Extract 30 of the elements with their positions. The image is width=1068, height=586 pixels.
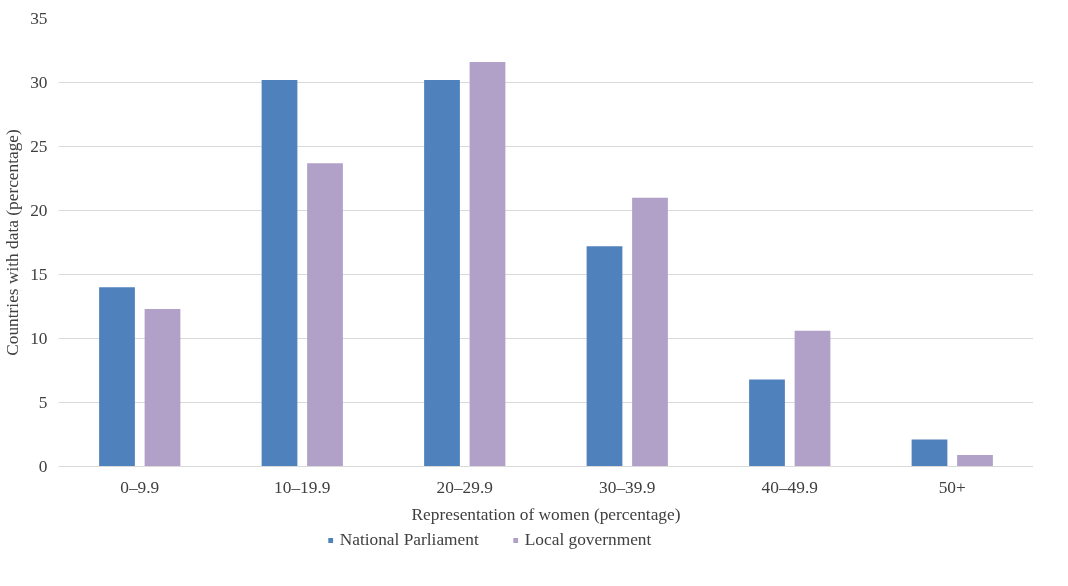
y-tick-label: 15 <box>30 265 48 284</box>
bar <box>307 163 343 467</box>
bar <box>99 287 135 467</box>
y-tick-label: 30 <box>30 73 48 92</box>
bar <box>911 439 948 467</box>
y-tick-label: 35 <box>30 9 48 28</box>
bar <box>794 330 831 467</box>
bar <box>261 79 298 467</box>
x-tick-label: 40–49.9 <box>761 477 818 497</box>
x-tick-label: 10–19.9 <box>274 477 331 497</box>
bar <box>957 454 993 467</box>
bar <box>632 197 668 467</box>
y-axis-title: Countries with data (percentage) <box>3 128 23 356</box>
y-tick-label: 10 <box>30 329 48 348</box>
bar <box>749 379 785 467</box>
legend-label: Local government <box>524 530 652 550</box>
bar <box>144 309 181 467</box>
x-tick-label: 20–29.9 <box>436 477 493 497</box>
bar <box>586 246 623 467</box>
x-tick-label: 50+ <box>938 477 966 497</box>
bar <box>469 62 506 467</box>
y-tick-label: 20 <box>30 201 48 220</box>
bar <box>424 79 460 467</box>
legend-label: National Parliament <box>339 530 479 550</box>
y-tick-label: 0 <box>38 457 48 476</box>
y-tick-label: 25 <box>30 137 48 156</box>
x-tick-label: 0–9.9 <box>120 477 160 497</box>
x-axis-title: Representation of women (percentage) <box>411 504 681 524</box>
y-tick-label: 5 <box>38 393 48 412</box>
x-tick-label: 30–39.9 <box>599 477 656 497</box>
